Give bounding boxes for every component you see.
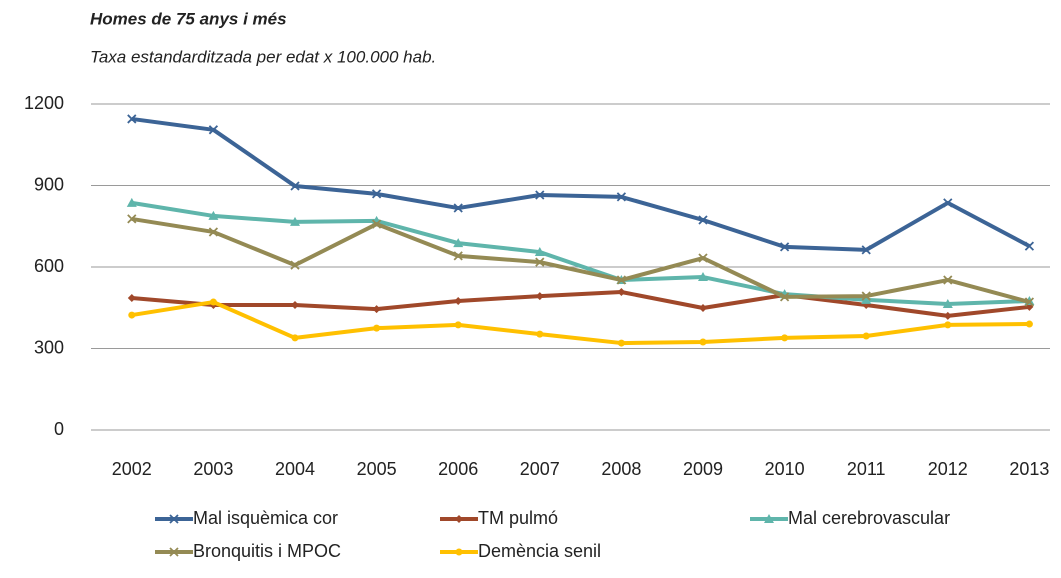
marker [127,114,137,124]
marker [208,227,219,237]
marker [698,215,708,225]
marker [535,257,545,267]
marker [372,305,381,314]
marker [535,292,544,301]
marker [454,296,463,305]
marker [943,311,952,320]
marker [373,324,381,332]
x-tick-label: 2011 [847,459,886,479]
x-tick-label: 2010 [765,459,805,479]
chart-title: Homes de 75 anys i més [90,9,287,28]
marker [127,214,137,224]
marker [699,338,707,346]
marker [943,198,953,208]
legend-label: Demència senil [478,541,601,561]
marker [616,192,627,202]
series-line [131,116,1031,252]
marker [290,260,300,270]
marker [291,334,299,342]
marker [862,332,870,340]
marker [169,547,179,557]
marker [290,216,300,226]
marker [208,210,219,220]
legend-label: Bronquitis i MPOC [193,541,341,561]
marker [455,548,463,556]
marker [290,181,300,191]
marker [616,275,627,285]
series-line [131,216,1030,304]
marker [779,292,790,302]
marker [617,339,625,347]
x-tick-label: 2013 [1009,459,1049,479]
marker [943,275,953,285]
x-tick-label: 2008 [601,459,641,479]
marker [781,334,789,342]
marker [944,321,952,329]
marker [453,238,464,248]
marker [764,514,774,523]
marker [128,311,136,319]
marker [942,298,953,308]
marker [1025,320,1033,328]
marker [453,251,463,261]
marker [127,293,136,302]
marker [454,321,462,329]
x-tick-label: 2004 [275,459,315,479]
marker [455,515,463,523]
x-tick-label: 2012 [928,459,968,479]
marker [534,247,545,257]
marker [209,298,217,306]
series-line [131,300,1030,346]
legend-label: Mal cerebrovascular [788,508,950,528]
y-tick-label: 900 [34,174,64,194]
marker [208,125,219,135]
y-tick-label: 1200 [24,93,64,113]
marker [535,190,545,200]
marker [1024,297,1035,307]
marker [371,189,382,199]
marker [536,330,544,338]
x-tick-label: 2005 [357,459,397,479]
marker [1024,241,1035,251]
marker [779,242,790,252]
series-line [131,289,1030,318]
x-tick-label: 2009 [683,459,723,479]
marker [291,301,299,310]
y-tick-label: 0 [54,419,64,439]
y-tick-label: 600 [34,256,64,276]
marker [861,245,871,255]
series-line [131,200,1030,306]
x-tick-label: 2007 [520,459,560,479]
marker [169,514,179,524]
marker [126,197,137,207]
legend-label: TM pulmó [478,508,558,528]
x-tick-label: 2002 [112,459,152,479]
x-tick-label: 2006 [438,459,478,479]
marker [699,304,707,313]
marker [453,203,463,213]
y-tick-label: 300 [34,337,64,357]
marker [861,291,871,301]
x-tick-label: 2003 [193,459,233,479]
marker [861,294,872,304]
marker [698,272,708,282]
legend-label: Mal isquèmica cor [193,508,338,528]
marker [698,253,708,263]
marker [371,219,382,229]
marker [617,287,626,296]
chart-subtitle: Taxa estandarditzada per edat x 100.000 … [90,47,436,66]
